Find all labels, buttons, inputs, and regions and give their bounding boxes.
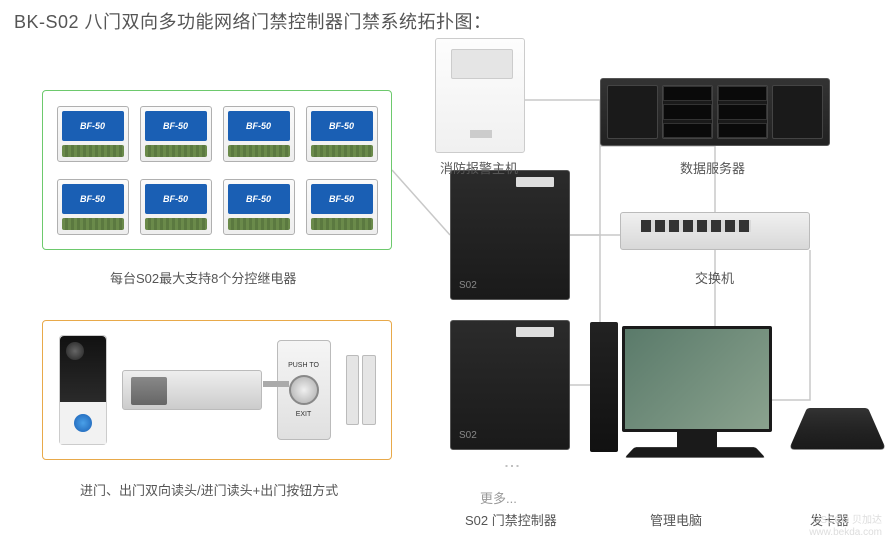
switch-caption: 交换机 [695,268,734,287]
relay-module: BF-50 [306,106,378,162]
watermark: OSCCO 贝加达 www.bekda.com [809,515,882,539]
network-switch [620,212,810,250]
access-controller: S02 [450,320,570,450]
server-caption: 数据服务器 [680,158,745,177]
electric-lock [122,370,262,410]
exit-button-device: PUSH TO EXIT [277,340,331,440]
relay-module: BF-50 [223,106,295,162]
management-pc [590,322,772,452]
controller-caption: S02 门禁控制器 [465,510,557,529]
fire-alarm-host [435,38,525,153]
alarm-host-caption: 消防报警主机 [440,158,518,177]
peripheral-caption: 进门、出门双向读头/进门读头+出门按钮方式 [80,480,338,499]
diagram-title: BK-S02 八门双向多功能网络门禁控制器门禁系统拓扑图： [14,8,492,34]
data-server [600,78,830,146]
relay-module: BF-50 [57,106,129,162]
card-reader [59,335,107,445]
relay-module: BF-50 [140,106,212,162]
relay-module: BF-50 [223,179,295,235]
relay-caption: 每台S02最大支持8个分控继电器 [110,268,296,287]
ellipsis-icon: ⋮ [502,458,521,478]
more-label: 更多... [480,488,517,507]
access-controller: S02 [450,170,570,300]
relay-module: BF-50 [306,179,378,235]
pc-caption: 管理电脑 [650,510,702,529]
door-sensor [346,355,376,425]
card-issuer [789,408,886,450]
relay-module: BF-50 [57,179,129,235]
relay-group-box: BF-50 BF-50 BF-50 BF-50 BF-50 BF-50 BF-5… [42,90,392,250]
peripheral-group-box: PUSH TO EXIT [42,320,392,460]
relay-module: BF-50 [140,179,212,235]
